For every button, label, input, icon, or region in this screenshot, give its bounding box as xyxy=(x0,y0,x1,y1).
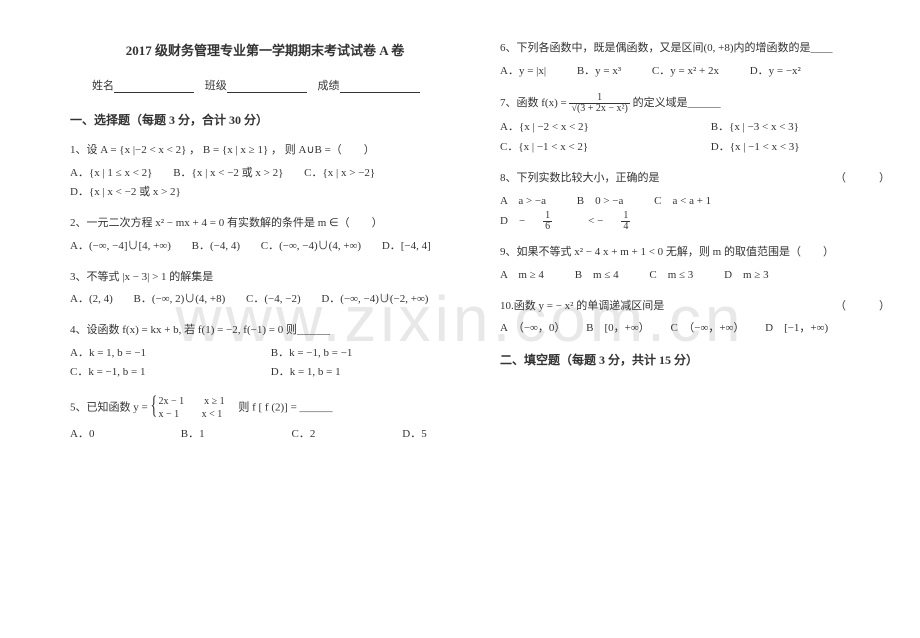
q10-stem: 10.函数 y = − x² 的单调递减区间是 xyxy=(500,300,664,312)
q9-optA: A m ≥ 4 xyxy=(500,266,544,286)
q7-optB: B．{x | −3 < x < 3} xyxy=(711,118,799,138)
class-blank xyxy=(227,82,307,93)
q4-stem: 4、设函数 f(x) = kx + b, 若 f(1) = −2, f(−1) … xyxy=(70,322,460,340)
right-column: 6、下列各函数中，既是偶函数，又是区间(0, +8)内的增函数的是____ A．… xyxy=(500,40,890,457)
q2-optA: A．(−∞, −4]∪[4, +∞) xyxy=(70,237,171,257)
q4-optB: B．k = −1, b = −1 xyxy=(271,344,353,364)
name-blank xyxy=(114,82,194,93)
q1-optB: B．{x | x < −2 或 x > 2} xyxy=(173,164,283,184)
q8-optC: C a < a + 1 xyxy=(654,192,711,212)
section1-title: 一、选择题（每题 3 分，合计 30 分） xyxy=(70,111,460,128)
q4-options: A．k = 1, b = −1 B．k = −1, b = −1 C．k = −… xyxy=(70,344,460,384)
q5-piece2: x − 1 x < 1 xyxy=(158,408,224,421)
q10-optB: B [0，+∞） xyxy=(586,319,650,339)
q9-options: A m ≥ 4 B m ≤ 4 C m ≤ 3 D m ≥ 3 xyxy=(500,266,890,286)
q4-optC: C．k = −1, b = 1 xyxy=(70,363,250,383)
q3-stem: 3、不等式 |x − 3| > 1 的解集是 xyxy=(70,269,460,287)
q2: 2、一元二次方程 x² − mx + 4 = 0 有实数解的条件是 m ∈（ ）… xyxy=(70,215,460,256)
q5: 5、已知函数 y = 2x − 1 x ≥ 1 x − 1 x < 1 则 f … xyxy=(70,395,460,445)
q5-optD: D．5 xyxy=(402,425,426,445)
q6: 6、下列各函数中，既是偶函数，又是区间(0, +8)内的增函数的是____ A．… xyxy=(500,40,890,81)
q7-optA: A．{x | −2 < x < 2} xyxy=(500,118,690,138)
q3-optB: B．(−∞, 2)∪(4, +8) xyxy=(134,290,226,310)
q4-optD: D．k = 1, b = 1 xyxy=(271,363,341,383)
q5-optB: B．1 xyxy=(181,425,261,445)
score-blank xyxy=(340,82,420,93)
student-info-line: 姓名 班级 成绩 xyxy=(70,77,460,93)
q9: 9、如果不等式 x² − 4 x + m + 1 < 0 无解，则 m 的取值范… xyxy=(500,244,890,285)
q3: 3、不等式 |x − 3| > 1 的解集是 A．(2, 4) B．(−∞, 2… xyxy=(70,269,460,310)
q7-optD: D．{x | −1 < x < 3} xyxy=(711,138,800,158)
q1-options: A．{x | 1 ≤ x < 2} B．{x | x < −2 或 x > 2}… xyxy=(70,164,460,204)
q5-stem-suffix: 则 f [ f (2)] = ______ xyxy=(227,402,332,414)
exam-title: 2017 级财务管理专业第一学期期末考试试卷 A 卷 xyxy=(70,40,460,59)
q7-fraction: 1 √(3 + 2x − x²) xyxy=(569,93,629,114)
q3-options: A．(2, 4) B．(−∞, 2)∪(4, +8) C．(−4, −2) D．… xyxy=(70,290,460,310)
q10-optA: A （−∞，0） xyxy=(500,319,565,339)
q4: 4、设函数 f(x) = kx + b, 若 f(1) = −2, f(−1) … xyxy=(70,322,460,383)
q8-optA: A a > −a xyxy=(500,192,546,212)
q9-optC: C m ≤ 3 xyxy=(649,266,693,286)
q7-den: √(3 + 2x − x²) xyxy=(569,104,629,114)
q7: 7、函数 f(x) = 1 √(3 + 2x − x²) 的定义域是______… xyxy=(500,93,890,158)
q2-options: A．(−∞, −4]∪[4, +∞) B．(−4, 4) C．(−∞, −4)∪… xyxy=(70,237,460,257)
q1-optD: D．{x | x < −2 或 x > 2} xyxy=(70,183,181,203)
page-container: 2017 级财务管理专业第一学期期末考试试卷 A 卷 姓名 班级 成绩 一、选择… xyxy=(70,40,890,457)
q6-options: A．y = |x| B．y = x³ C．y = x² + 2x D．y = −… xyxy=(500,62,890,82)
q9-optD: D m ≥ 3 xyxy=(724,266,769,286)
q5-optA: A．0 xyxy=(70,425,150,445)
name-label: 姓名 xyxy=(92,80,114,92)
q3-optD: D．(−∞, −4)∪(−2, +∞) xyxy=(321,290,428,310)
class-label: 班级 xyxy=(205,80,227,92)
q8-optB: B 0 > −a xyxy=(577,192,624,212)
q3-optA: A．(2, 4) xyxy=(70,290,113,310)
q7-stem-suffix: 的定义域是______ xyxy=(633,97,721,109)
q10: 10.函数 y = − x² 的单调递减区间是 （ ） A （−∞，0） B [… xyxy=(500,298,890,339)
q7-stem-prefix: 7、函数 f(x) = xyxy=(500,97,569,109)
q6-stem: 6、下列各函数中，既是偶函数，又是区间(0, +8)内的增函数的是____ xyxy=(500,40,890,58)
q10-paren: （ ） xyxy=(835,298,890,316)
q1-optA: A．{x | 1 ≤ x < 2} xyxy=(70,164,152,184)
q9-stem: 9、如果不等式 x² − 4 x + m + 1 < 0 无解，则 m 的取值范… xyxy=(500,246,834,258)
q4-optA: A．k = 1, b = −1 xyxy=(70,344,250,364)
q6-optB: B．y = x³ xyxy=(577,62,621,82)
q8-options: A a > −a B 0 > −a C a < a + 1 D −16 < −1… xyxy=(500,192,890,233)
q2-optC: C．(−∞, −4)∪(4, +∞) xyxy=(261,237,361,257)
q5-piece1: 2x − 1 x ≥ 1 xyxy=(158,395,224,408)
q5-optC: C．2 xyxy=(292,425,372,445)
q8-stem: 8、下列实数比较大小，正确的是 xyxy=(500,172,660,184)
q6-optC: C．y = x² + 2x xyxy=(652,62,719,82)
q10-options: A （−∞，0） B [0，+∞） C （−∞，+∞） D [−1，+∞) xyxy=(500,319,890,339)
q7-optC: C．{x | −1 < x < 2} xyxy=(500,138,690,158)
q10-optC: C （−∞，+∞） xyxy=(670,319,744,339)
q2-stem: 2、一元二次方程 x² − mx + 4 = 0 有实数解的条件是 m ∈（ ） xyxy=(70,215,460,233)
q5-piecewise: 2x − 1 x ≥ 1 x − 1 x < 1 xyxy=(150,395,224,421)
section2-title: 二、填空题（每题 3 分，共计 15 分） xyxy=(500,351,890,368)
q7-options: A．{x | −2 < x < 2} B．{x | −3 < x < 3} C．… xyxy=(500,118,890,158)
q8-optD: D −16 < −14 xyxy=(500,211,666,232)
q5-options: A．0 B．1 C．2 D．5 xyxy=(70,425,460,445)
q2-optD: D．[−4, 4] xyxy=(382,237,431,257)
left-column: 2017 级财务管理专业第一学期期末考试试卷 A 卷 姓名 班级 成绩 一、选择… xyxy=(70,40,460,457)
q2-optB: B．(−4, 4) xyxy=(192,237,240,257)
score-label: 成绩 xyxy=(318,80,340,92)
q10-optD: D [−1，+∞) xyxy=(765,319,828,339)
q1-stem: 1、设 A = {x |−2 < x < 2} ， B = {x | x ≥ 1… xyxy=(70,142,460,160)
q6-optA: A．y = |x| xyxy=(500,62,546,82)
q1: 1、设 A = {x |−2 < x < 2} ， B = {x | x ≥ 1… xyxy=(70,142,460,203)
q9-optB: B m ≤ 4 xyxy=(575,266,619,286)
q1-optC: C．{x | x > −2} xyxy=(304,164,375,184)
q3-optC: C．(−4, −2) xyxy=(246,290,301,310)
q5-stem-prefix: 5、已知函数 y = xyxy=(70,402,150,414)
q8-paren: （ ） xyxy=(835,170,890,188)
q8: 8、下列实数比较大小，正确的是 （ ） A a > −a B 0 > −a C … xyxy=(500,170,890,232)
q6-optD: D．y = −x² xyxy=(750,62,801,82)
